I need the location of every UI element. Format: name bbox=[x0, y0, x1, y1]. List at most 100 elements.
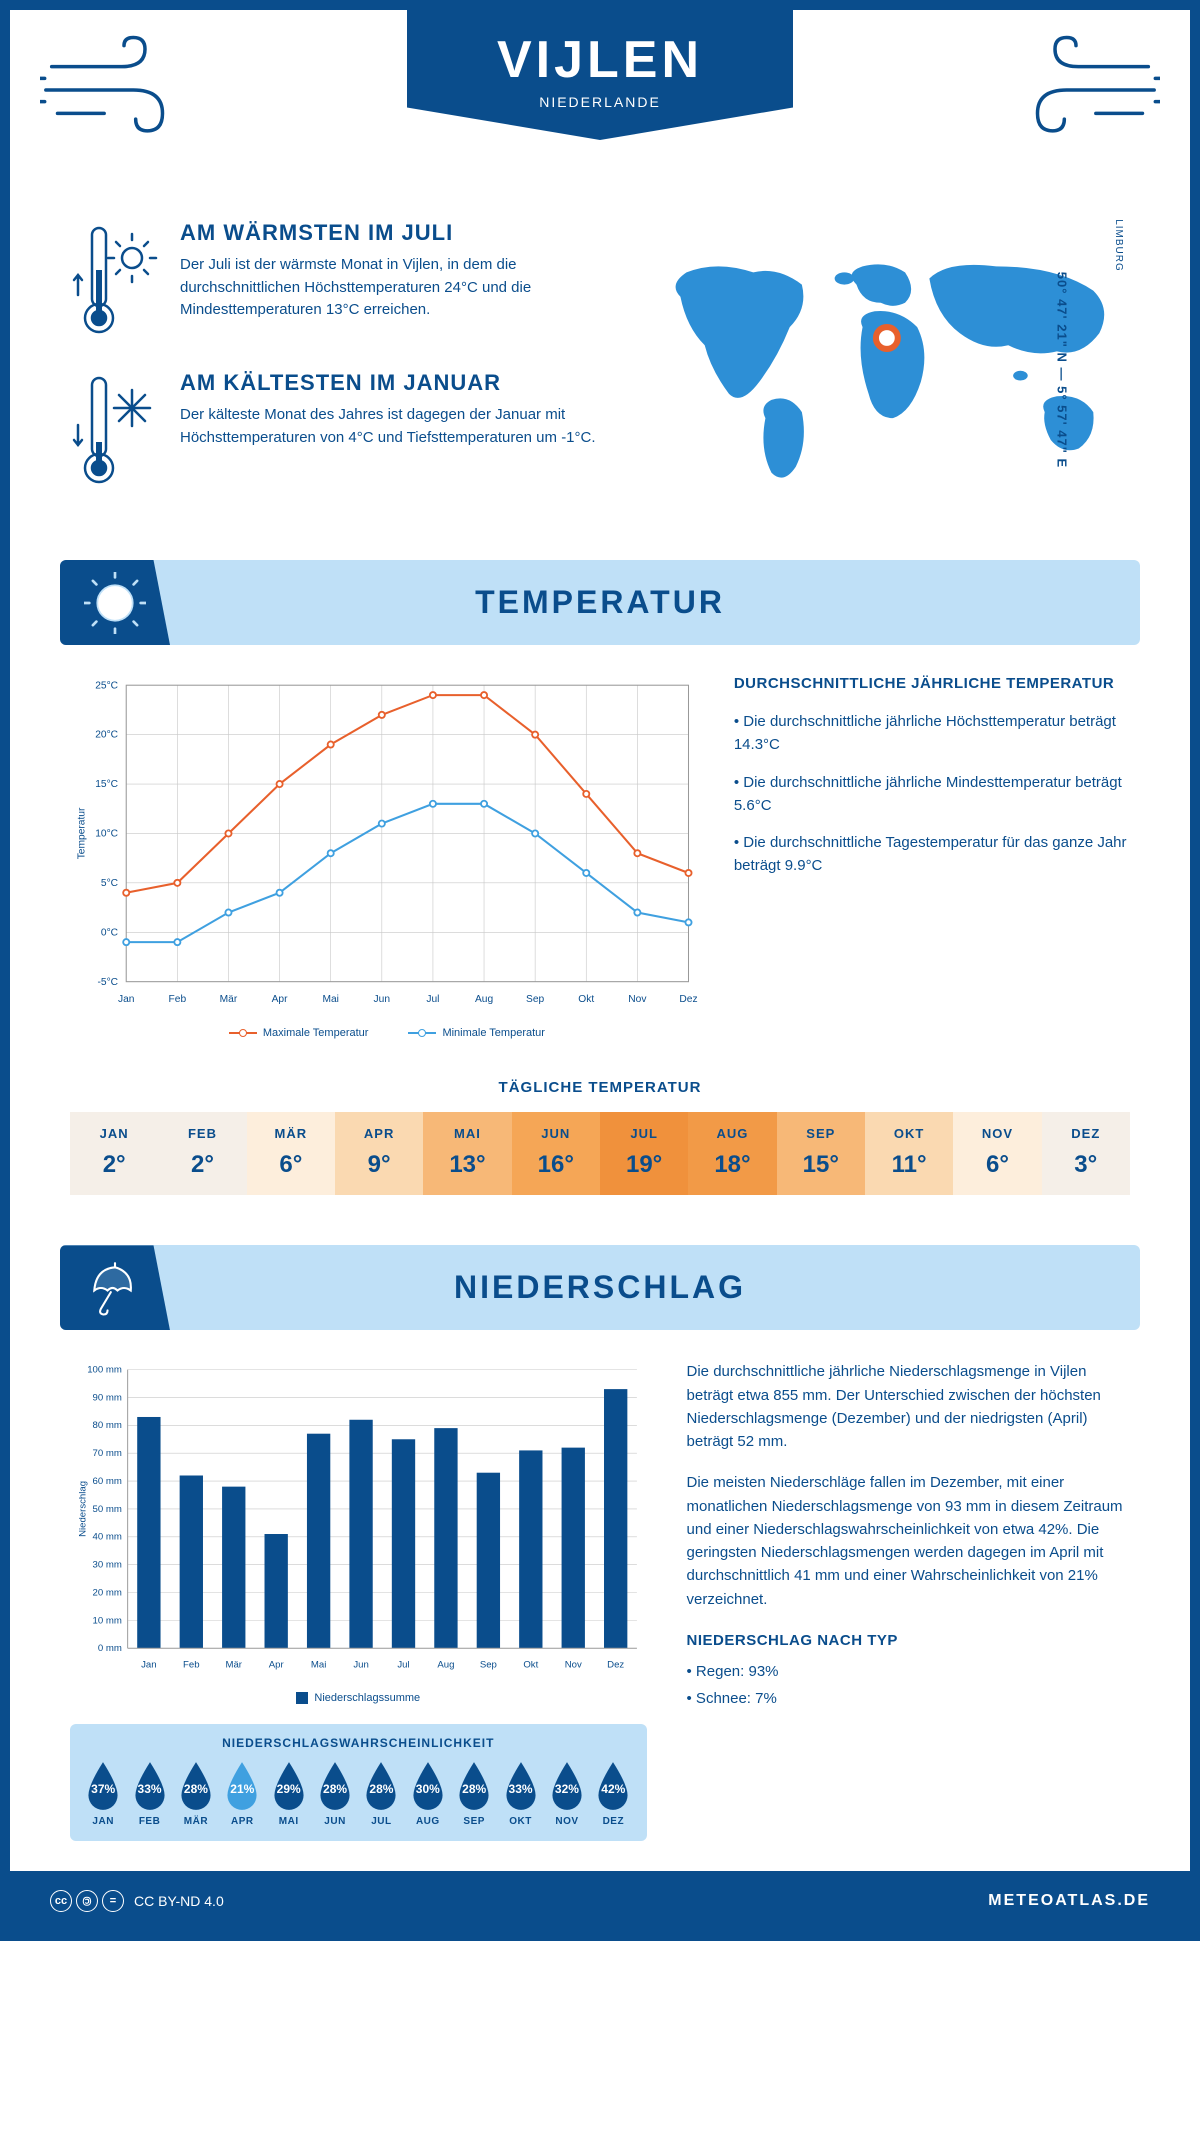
prob-cell: 28% JUL bbox=[358, 1760, 404, 1827]
svg-text:Jun: Jun bbox=[374, 994, 391, 1005]
daily-cell: JUL19° bbox=[600, 1112, 688, 1195]
svg-text:Jun: Jun bbox=[353, 1660, 368, 1671]
drop-pct: 42% bbox=[601, 1782, 625, 1796]
daily-cell: OKT11° bbox=[865, 1112, 953, 1195]
svg-text:10°C: 10°C bbox=[95, 829, 118, 840]
drop-icon: 28% bbox=[453, 1760, 495, 1812]
legend-min: Minimale Temperatur bbox=[408, 1027, 545, 1039]
daily-value: 19° bbox=[600, 1151, 688, 1179]
precipitation-body: 0 mm10 mm20 mm30 mm40 mm50 mm60 mm70 mm8… bbox=[10, 1360, 1190, 1871]
drop-pct: 37% bbox=[91, 1782, 115, 1796]
warm-heading: AM WÄRMSTEN IM JULI bbox=[180, 220, 604, 246]
svg-text:Feb: Feb bbox=[183, 1660, 200, 1671]
temp-bullet: • Die durchschnittliche jährliche Mindes… bbox=[734, 771, 1130, 818]
drop-icon: 30% bbox=[407, 1760, 449, 1812]
drop-icon: 28% bbox=[175, 1760, 217, 1812]
info-left: AM WÄRMSTEN IM JULI Der Juli ist der wär… bbox=[70, 220, 604, 520]
drop-icon: 32% bbox=[546, 1760, 588, 1812]
prob-month: JUL bbox=[358, 1816, 404, 1827]
legend-max: Maximale Temperatur bbox=[229, 1027, 369, 1039]
daily-value: 6° bbox=[247, 1151, 335, 1179]
daily-month: APR bbox=[335, 1126, 423, 1141]
prob-month: MAI bbox=[266, 1816, 312, 1827]
daily-cell: JAN2° bbox=[70, 1112, 158, 1195]
svg-text:Nov: Nov bbox=[628, 994, 647, 1005]
drop-pct: 28% bbox=[369, 1782, 393, 1796]
header-banner: VIJLEN NIEDERLANDE bbox=[407, 10, 793, 140]
wind-icon-left bbox=[40, 30, 180, 150]
daily-cell: NOV6° bbox=[953, 1112, 1041, 1195]
precipitation-title: NIEDERSCHLAG bbox=[454, 1269, 746, 1306]
svg-text:Jul: Jul bbox=[426, 994, 439, 1005]
svg-text:60 mm: 60 mm bbox=[93, 1476, 122, 1487]
drop-pct: 30% bbox=[416, 1782, 440, 1796]
prob-month: NOV bbox=[544, 1816, 590, 1827]
temp-bullet: • Die durchschnittliche jährliche Höchst… bbox=[734, 710, 1130, 757]
drop-icon: 28% bbox=[314, 1760, 356, 1812]
svg-text:Okt: Okt bbox=[523, 1660, 538, 1671]
temp-bullet: • Die durchschnittliche Tagestemperatur … bbox=[734, 831, 1130, 878]
prob-cell: 42% DEZ bbox=[590, 1760, 636, 1827]
daily-value: 13° bbox=[423, 1151, 511, 1179]
drop-icon: 33% bbox=[129, 1760, 171, 1812]
svg-text:20°C: 20°C bbox=[95, 730, 118, 741]
svg-text:Apr: Apr bbox=[269, 1660, 285, 1671]
daily-month: MÄR bbox=[247, 1126, 335, 1141]
drop-icon: 28% bbox=[360, 1760, 402, 1812]
footer-brand: METEOATLAS.DE bbox=[988, 1892, 1150, 1910]
daily-title: TÄGLICHE TEMPERATUR bbox=[10, 1079, 1190, 1096]
temperature-body: -5°C0°C5°C10°C15°C20°C25°CJanFebMärAprMa… bbox=[10, 675, 1190, 1069]
daily-temp-table: JAN2°FEB2°MÄR6°APR9°MAI13°JUN16°JUL19°AU… bbox=[70, 1112, 1130, 1195]
info-right: LIMBURG 50° 47' 21" N — 5° 57' 47" E bbox=[644, 220, 1130, 520]
precipitation-probability-box: NIEDERSCHLAGSWAHRSCHEINLICHKEIT 37% JAN … bbox=[70, 1724, 647, 1841]
svg-text:Dez: Dez bbox=[679, 994, 697, 1005]
sun-icon bbox=[60, 560, 170, 645]
coords-label: 50° 47' 21" N — 5° 57' 47" E bbox=[1054, 272, 1069, 468]
svg-text:Aug: Aug bbox=[475, 994, 493, 1005]
svg-text:Jul: Jul bbox=[397, 1660, 409, 1671]
temp-text-heading: DURCHSCHNITTLICHE JÄHRLICHE TEMPERATUR bbox=[734, 675, 1130, 692]
daily-month: OKT bbox=[865, 1126, 953, 1141]
thermometer-warm-icon bbox=[70, 220, 160, 340]
svg-text:Apr: Apr bbox=[272, 994, 288, 1005]
prob-month: OKT bbox=[497, 1816, 543, 1827]
drop-pct: 21% bbox=[230, 1782, 254, 1796]
prob-cell: 32% NOV bbox=[544, 1760, 590, 1827]
daily-value: 9° bbox=[335, 1151, 423, 1179]
temperature-title: TEMPERATUR bbox=[475, 584, 725, 621]
footer: cc 🄯 = CC BY-ND 4.0 METEOATLAS.DE bbox=[10, 1871, 1190, 1931]
svg-text:Niederschlag: Niederschlag bbox=[77, 1481, 88, 1537]
warm-block: AM WÄRMSTEN IM JULI Der Juli ist der wär… bbox=[70, 220, 604, 340]
svg-text:Nov: Nov bbox=[565, 1660, 582, 1671]
prob-cell: 30% AUG bbox=[405, 1760, 451, 1827]
svg-text:100 mm: 100 mm bbox=[87, 1365, 122, 1376]
wind-icon-right bbox=[1020, 30, 1160, 150]
precipitation-left: 0 mm10 mm20 mm30 mm40 mm50 mm60 mm70 mm8… bbox=[70, 1360, 647, 1841]
svg-text:Feb: Feb bbox=[169, 994, 187, 1005]
daily-value: 16° bbox=[512, 1151, 600, 1179]
daily-cell: FEB 2° bbox=[158, 1112, 246, 1195]
svg-text:25°C: 25°C bbox=[95, 680, 118, 691]
precipitation-chart: 0 mm10 mm20 mm30 mm40 mm50 mm60 mm70 mm8… bbox=[70, 1360, 647, 1677]
prob-month: SEP bbox=[451, 1816, 497, 1827]
svg-text:Okt: Okt bbox=[578, 994, 594, 1005]
daily-cell: APR 9° bbox=[335, 1112, 423, 1195]
svg-text:Temperatur: Temperatur bbox=[76, 807, 87, 859]
prob-cell: 33% OKT bbox=[497, 1760, 543, 1827]
region-label: LIMBURG bbox=[1113, 219, 1124, 272]
svg-text:-5°C: -5°C bbox=[97, 977, 118, 988]
daily-month: FEB bbox=[158, 1126, 246, 1141]
svg-text:5°C: 5°C bbox=[101, 878, 118, 889]
daily-value: 3° bbox=[1042, 1151, 1130, 1179]
svg-text:40 mm: 40 mm bbox=[93, 1532, 122, 1543]
prob-month: AUG bbox=[405, 1816, 451, 1827]
precipitation-legend: Niederschlagssumme bbox=[70, 1692, 647, 1704]
drop-icon: 42% bbox=[592, 1760, 634, 1812]
thermometer-cold-icon bbox=[70, 370, 160, 490]
daily-month: NOV bbox=[953, 1126, 1041, 1141]
precipitation-section-header: NIEDERSCHLAG bbox=[60, 1245, 1140, 1330]
daily-value: 2° bbox=[158, 1151, 246, 1179]
page-title: VIJLEN bbox=[497, 30, 703, 90]
drop-pct: 29% bbox=[277, 1782, 301, 1796]
prob-title: NIEDERSCHLAGSWAHRSCHEINLICHKEIT bbox=[80, 1736, 637, 1750]
